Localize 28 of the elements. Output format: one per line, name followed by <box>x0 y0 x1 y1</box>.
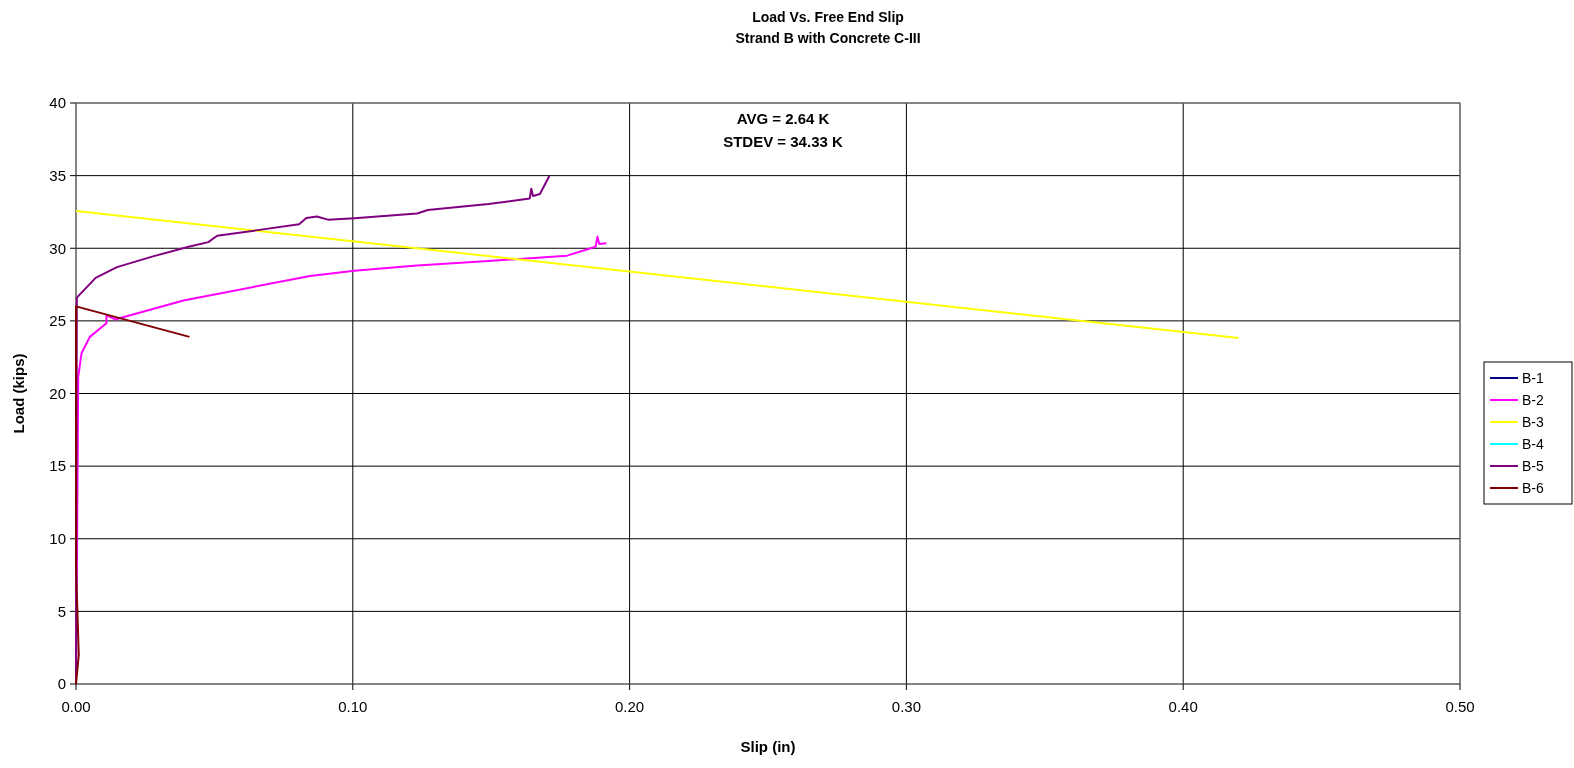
legend-label: B-2 <box>1522 391 1544 408</box>
legend-label: B-6 <box>1522 479 1544 496</box>
y-tick-label: 15 <box>49 457 66 475</box>
legend-label: B-5 <box>1522 457 1544 474</box>
x-axis-title: Slip (in) <box>740 738 796 755</box>
x-tick-label: 0.50 <box>1445 698 1475 715</box>
line-series <box>75 305 191 685</box>
y-tick-label: 40 <box>49 94 66 112</box>
y-tick-label: 25 <box>49 312 66 330</box>
x-tick-label: 0.00 <box>61 698 91 715</box>
x-tick-label: 0.40 <box>1168 698 1198 715</box>
y-tick-label: 0 <box>57 675 66 693</box>
y-axis-title: Load (kips) <box>10 353 27 434</box>
x-tick-label: 0.10 <box>338 698 368 715</box>
y-tick-label: 10 <box>49 530 66 547</box>
y-tick-label: 30 <box>49 239 66 257</box>
chart-subtitle: Strand B with Concrete C-III <box>735 30 921 46</box>
y-tick-label: 20 <box>49 384 66 402</box>
x-tick-label: 0.30 <box>891 698 921 715</box>
legend-label: B-4 <box>1522 435 1544 452</box>
legend-label: B-3 <box>1522 413 1544 430</box>
y-tick-label: 35 <box>49 166 66 184</box>
y-tick-label: 5 <box>57 602 66 620</box>
legend-label: B-1 <box>1522 369 1544 386</box>
annotation: STDEV = 34.33 K <box>723 133 843 150</box>
x-tick-label: 0.20 <box>615 698 645 715</box>
annotation: AVG = 2.64 K <box>736 110 830 127</box>
chart-title: Load Vs. Free End Slip <box>752 9 904 25</box>
